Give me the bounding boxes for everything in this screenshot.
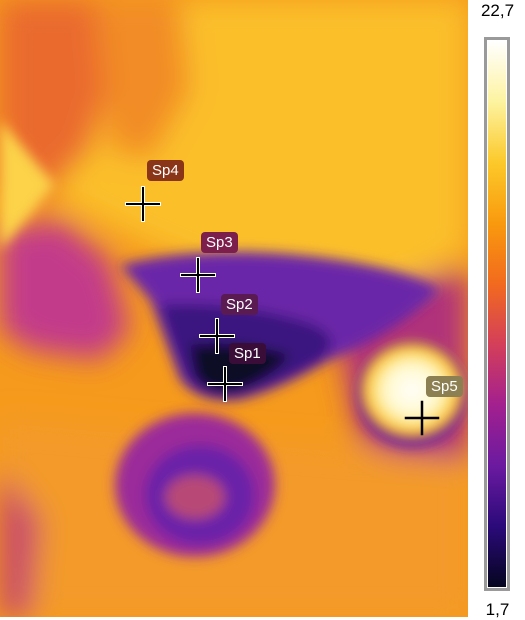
color-scale-gradient	[488, 41, 506, 587]
spot-label-sp5: Sp5	[426, 376, 463, 397]
spot-label-sp2: Sp2	[221, 294, 258, 315]
thermal-image	[0, 0, 468, 617]
spot-label-sp1: Sp1	[229, 343, 266, 364]
scale-max-label: 22,7	[480, 1, 515, 20]
crosshair-sp4	[125, 186, 161, 222]
crosshair-sp5	[404, 400, 440, 436]
crosshair-sp1	[207, 366, 243, 402]
spot-label-sp4: Sp4	[147, 160, 184, 181]
color-scale-bar	[484, 37, 510, 591]
crosshair-sp3	[180, 257, 216, 293]
crosshair-sp2	[199, 318, 235, 354]
scale-min-label: 1,7	[485, 600, 510, 619]
spot-label-sp3: Sp3	[201, 232, 238, 253]
